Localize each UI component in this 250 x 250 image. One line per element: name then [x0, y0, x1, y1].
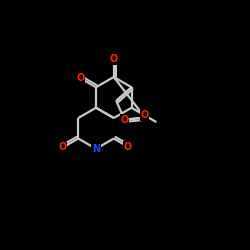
- Text: O: O: [124, 142, 132, 152]
- Text: N: N: [92, 144, 100, 154]
- Text: O: O: [120, 115, 129, 125]
- Text: O: O: [110, 54, 118, 64]
- Text: O: O: [140, 110, 148, 120]
- Text: O: O: [76, 73, 84, 83]
- Text: O: O: [58, 142, 67, 152]
